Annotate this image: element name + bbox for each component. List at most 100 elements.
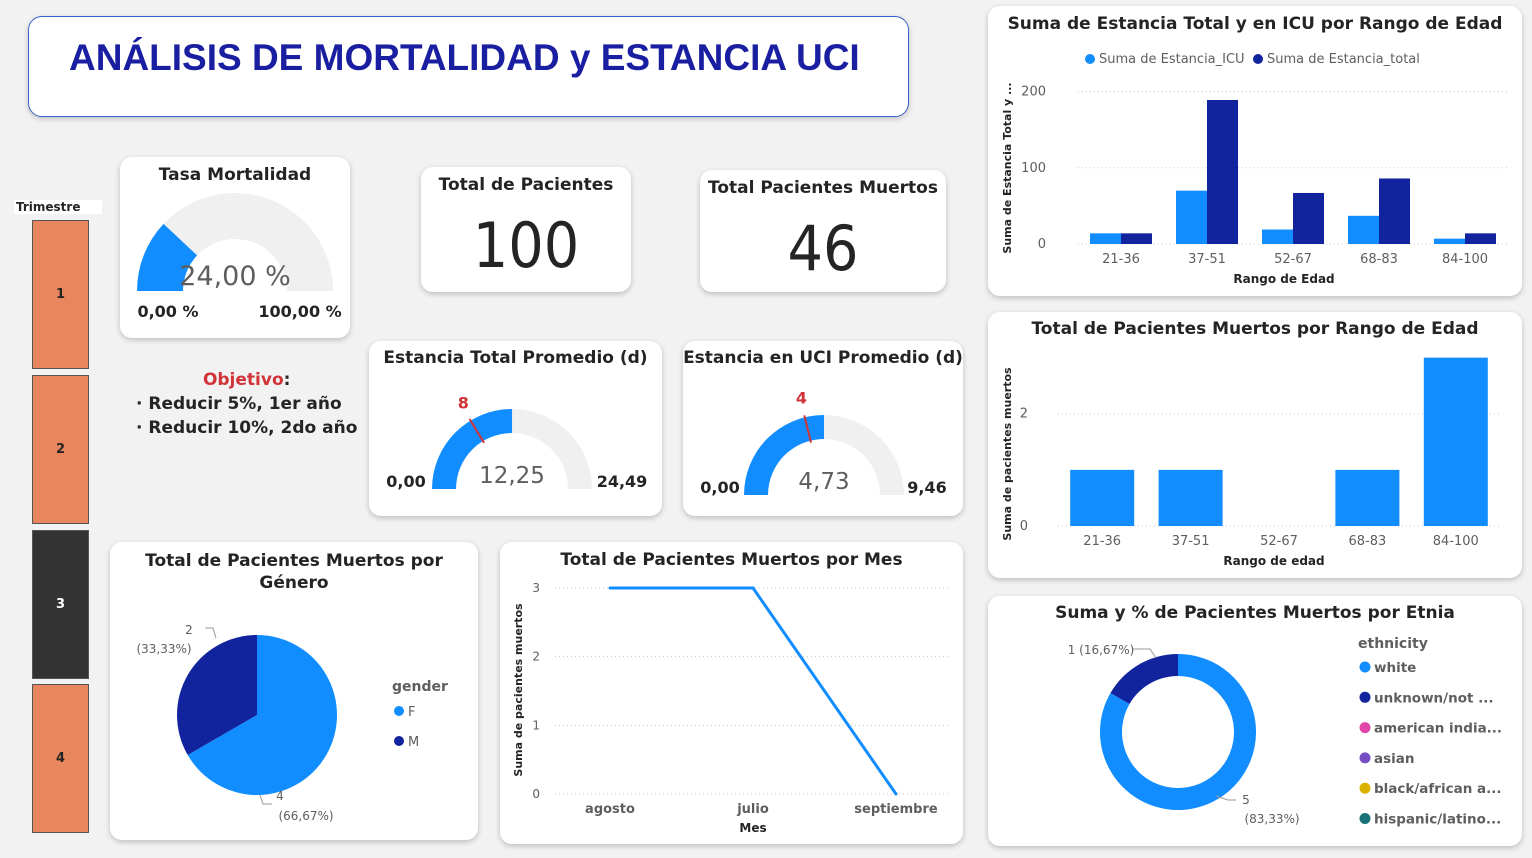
month-line-card: Total de Pacientes Muertos por Mes 0 1 2 3 a… (500, 542, 963, 844)
stay-icu-gauge-fill (744, 415, 824, 495)
stay-xtick-3: 68-83 (1360, 252, 1398, 267)
stay-by-age-card: Suma de Estancia Total y en ICU por Rang… (988, 6, 1522, 296)
deadage-xtick-2: 52-67 (1260, 534, 1298, 549)
stay-total-gauge-max-label: 24,49 (597, 472, 648, 491)
gender-pie-card: Total de Pacientes Muertos por Género 2 (… (110, 542, 478, 840)
dashboard-title: ANÁLISIS DE MORTALIDAD y ESTANCIA UCI (69, 37, 860, 78)
month-ytick-2: 2 (532, 650, 540, 664)
stay-bar-21-36-1 (1121, 233, 1152, 244)
ethnicity-legend-label-4: black/african a... (1374, 781, 1502, 797)
gender-legend-label-F: F (408, 705, 415, 720)
month-ytick-3: 3 (532, 581, 540, 595)
gender-label-M-value: 2 (185, 623, 193, 637)
deadage-bar-68-83 (1335, 469, 1400, 526)
total-dead-value: 46 (787, 212, 859, 285)
ethnicity-leader-white (1215, 795, 1236, 801)
month-xlabel: Mes (739, 821, 766, 835)
ethnicity-legend-marker-3 (1359, 752, 1371, 764)
stay-icu-gauge-max-label: 9,46 (907, 478, 946, 497)
deadage-xlabel: Rango de edad (1223, 554, 1324, 568)
objective-line-1: · Reducir 5%, 1er año (136, 394, 342, 414)
ethnicity-legend-title: ethnicity (1358, 636, 1428, 652)
deadage-xtick-0: 21-36 (1083, 534, 1121, 549)
dead-by-age-chart: 0 2 21-36 37-51 52-67 68-83 84-100 Rango de eda… (1001, 357, 1500, 568)
gender-legend-marker-M (394, 736, 404, 746)
gender-label-M-pct: (33,33%) (136, 642, 191, 656)
ethnicity-donut-chart: 1 (16,67%) 5 (83,33%) ethnicity white unknown… (1068, 636, 1502, 828)
mortality-gauge-value: 24,00 % (179, 261, 291, 292)
objective-label: Objetivo (202, 370, 284, 390)
ethnicity-donut-title: Suma y % de Pacientes Muertos por Etnia (1055, 603, 1455, 623)
trimestre-option-1[interactable]: 1 (32, 220, 89, 369)
mortality-gauge-max-label: 100,00 % (258, 302, 341, 321)
month-xtick-0: agosto (585, 802, 635, 817)
stay-bar-37-51-1 (1207, 100, 1238, 244)
stay-icu-gauge-card: Estancia en UCI Promedio (d) 4,73 0,00 9,4… (683, 341, 963, 516)
deadage-bar-84-100 (1423, 357, 1488, 526)
stay-bar-84-100-1 (1465, 233, 1496, 244)
gender-pie-title-line-1: Total de Pacientes Muertos por (145, 551, 443, 571)
objective-line-2: · Reducir 10%, 2do año (136, 418, 358, 438)
ethnicity-legend-label-5: hispanic/latino... (1374, 812, 1501, 828)
ethnicity-legend-marker-2 (1359, 722, 1371, 734)
stay-icu-gauge-title: Estancia en UCI Promedio (d) (683, 348, 963, 368)
ethnicity-label-white-pct: (83,33%) (1244, 812, 1299, 826)
stay-bar-84-100-0 (1434, 238, 1465, 244)
stay-legend-marker-0 (1085, 54, 1095, 64)
ethnicity-legend-label-0: white (1374, 660, 1416, 676)
deadage-xtick-1: 37-51 (1172, 534, 1210, 549)
ethnicity-legend-label-2: american india... (1374, 721, 1502, 737)
stay-total-gauge-card: Estancia Total Promedio (d) 12,25 0,00 24,… (369, 341, 662, 516)
stay-legend-label-1: Suma de Estancia_total (1267, 52, 1420, 67)
stay-ytick-1: 100 (1021, 161, 1046, 176)
month-line-chart: 0 1 2 3 agosto julio septiembre Mes Suma de paci… (512, 581, 950, 835)
total-patients-card: Total de Pacientes 100 (421, 167, 631, 292)
gender-slice-F (187, 635, 337, 795)
trimestre-option-4[interactable]: 4 (32, 684, 89, 833)
ethnicity-leader-unknown (1133, 648, 1157, 659)
month-series-line (610, 586, 898, 795)
stay-bar-68-83-0 (1348, 215, 1379, 244)
deadage-ylabel: Suma de pacientes muertos (1001, 367, 1014, 541)
month-ytick-1: 1 (532, 718, 540, 732)
gender-label-F-pct: (66,67%) (278, 809, 333, 823)
month-xtick-1: julio (736, 802, 769, 817)
month-point-septiembre (894, 792, 898, 796)
gender-label-F-value: 4 (276, 789, 284, 803)
stay-xtick-4: 84-100 (1442, 252, 1488, 267)
stay-total-gauge-min-label: 0,00 (386, 472, 425, 491)
title-banner: ANÁLISIS DE MORTALIDAD y ESTANCIA UCI (28, 16, 909, 117)
month-xtick-2: septiembre (854, 802, 938, 817)
month-ytick-0: 0 (532, 787, 540, 801)
total-patients-title: Total de Pacientes (438, 175, 614, 195)
total-patients-value: 100 (472, 209, 580, 282)
mortality-gauge-card: Tasa Mortalidad 24,00 % 0,00 % 100,00 % (120, 157, 350, 338)
stay-bar-52-67-0 (1262, 229, 1293, 244)
dead-by-age-card: Total de Pacientes Muertos por Rango de … (988, 312, 1522, 578)
stay-xtick-1: 37-51 (1188, 252, 1226, 267)
total-dead-title: Total Pacientes Muertos (708, 178, 938, 198)
ethnicity-slice-unknown (1110, 654, 1178, 704)
deadage-bar-21-36 (1070, 469, 1135, 526)
slicer-title: Trimestre (14, 200, 102, 214)
stay-total-gauge-title: Estancia Total Promedio (d) (383, 348, 648, 368)
stay-icu-gauge: 4,73 0,00 9,46 4 (700, 389, 946, 497)
gender-leader-F (259, 794, 272, 805)
stay-ylabel: Suma de Estancia Total y ... (1001, 82, 1014, 253)
stay-xtick-0: 21-36 (1102, 252, 1140, 267)
deadage-xtick-3: 68-83 (1349, 534, 1387, 549)
month-ylabel: Suma de pacientes muertos (512, 603, 525, 777)
mortality-gauge-title: Tasa Mortalidad (158, 165, 312, 185)
stay-icu-gauge-value: 4,73 (798, 469, 849, 495)
ethnicity-donut-card: Suma y % de Pacientes Muertos por Etnia … (988, 596, 1522, 846)
stay-bar-68-83-1 (1379, 178, 1410, 244)
ethnicity-label-unknown: 1 (16,67%) (1068, 643, 1135, 657)
stay-bar-52-67-1 (1293, 192, 1324, 244)
deadage-ytick-1: 2 (1020, 407, 1028, 422)
trimestre-option-3[interactable]: 3 (32, 530, 89, 679)
ethnicity-legend-label-3: asian (1374, 751, 1415, 767)
stay-total-gauge: 12,25 0,00 24,49 8 (386, 394, 648, 491)
trimestre-option-2[interactable]: 2 (32, 375, 89, 524)
objective-colon: : (283, 370, 291, 390)
stay-total-gauge-fill (432, 409, 513, 489)
